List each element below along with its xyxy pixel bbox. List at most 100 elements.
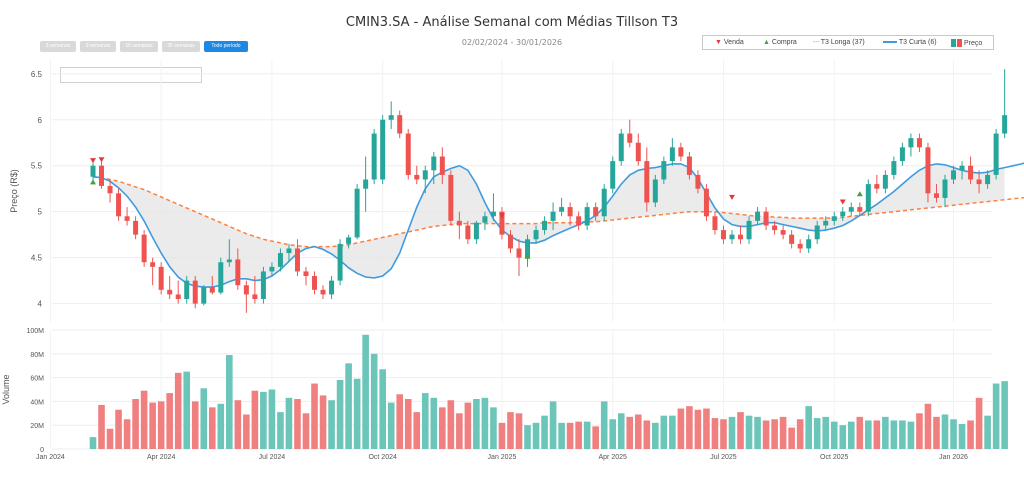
legend-item-buy[interactable]: ▲ Compra (763, 39, 797, 46)
volume-bar (652, 422, 659, 449)
volume-tick-label: 80M (30, 352, 44, 359)
volume-bar (387, 402, 395, 449)
candle-body (610, 161, 616, 189)
candle-body (422, 170, 428, 180)
volume-bar (123, 419, 131, 449)
candle-body (806, 239, 812, 249)
volume-bar (796, 419, 804, 449)
axes: 4 4.5 5 5.5 6 6.5 0 20M 40M 60M 80M 100M Jan 2024 Apr… (1, 70, 968, 461)
candle-body (397, 115, 403, 134)
volume-bar (302, 413, 310, 449)
candle-body (354, 188, 360, 238)
range-button-9-weeks[interactable]: 9 semanas (80, 41, 116, 52)
candle-body (772, 225, 778, 231)
volume-bar (847, 421, 855, 449)
legend-item-sell[interactable]: ▼ Venda (715, 39, 744, 46)
x-tick-label: Jan 2024 (36, 454, 65, 461)
candle-body (942, 179, 948, 198)
volume-bar (149, 402, 156, 449)
volume-bar (830, 421, 838, 449)
volume-tick-label: 0 (40, 447, 44, 454)
candle-body (337, 243, 343, 281)
buy-signal-marker (856, 191, 863, 197)
price-tick-label: 5.5 (31, 162, 43, 171)
volume-bar (294, 399, 301, 449)
candle-body (993, 133, 999, 175)
candle-body (925, 147, 931, 194)
legend-item-t3-long[interactable]: - - - T3 Longa (37) (813, 39, 865, 46)
range-button-all[interactable]: Todo período (204, 41, 248, 52)
sell-signal-marker (90, 158, 96, 164)
volume-bar (251, 390, 259, 449)
candle-body (635, 142, 641, 162)
volume-bar (609, 419, 617, 449)
volume-bar (447, 400, 455, 449)
signals (90, 157, 863, 259)
volume-bar (805, 406, 812, 449)
legend-item-price[interactable]: Preço (951, 39, 982, 47)
volume-axis-title: Volume (1, 374, 11, 404)
triangle-down-icon: ▼ (715, 39, 722, 46)
candle-body (175, 294, 181, 300)
candle-body (720, 230, 726, 240)
volume-bar (583, 421, 591, 449)
volume-bar (524, 425, 531, 449)
volume-bar (558, 422, 565, 449)
candle-body (567, 207, 573, 217)
volume-bar (575, 421, 582, 449)
volume-bar (711, 418, 719, 449)
volume-bar (813, 418, 821, 449)
candle-body (857, 207, 863, 212)
volume-bar (157, 401, 165, 449)
dash-line-icon: - - - (813, 39, 820, 46)
candle-body (277, 253, 283, 267)
price-tick-label: 6 (38, 116, 43, 125)
candle-body (133, 220, 139, 235)
price-axis-title: Preço (R$) (9, 169, 19, 213)
range-button-3-weeks[interactable]: 3 semanas (40, 41, 76, 52)
volume-bar (490, 407, 497, 449)
candle-body (959, 165, 965, 171)
volume-bar (464, 402, 472, 449)
volume-bar (660, 415, 668, 449)
x-tick-label: Jan 2025 (488, 454, 517, 461)
candle-body (303, 271, 309, 277)
candle-body (1002, 115, 1008, 134)
volume-bar (115, 409, 122, 449)
candles (90, 69, 1008, 313)
candle-body (533, 230, 539, 240)
candle-body (576, 216, 582, 226)
candle-body (695, 174, 701, 189)
range-button-15-weeks[interactable]: 15 semanas (120, 41, 158, 52)
volume-bar (328, 400, 335, 449)
range-button-35-weeks[interactable]: 35 semanas (162, 41, 200, 52)
candle-body (99, 165, 105, 186)
volume-bar (481, 397, 489, 449)
candle-body (550, 211, 556, 221)
volume-bar (285, 397, 293, 449)
volume-bar (703, 408, 710, 449)
volume-bar (984, 415, 991, 449)
volume-bar (89, 437, 97, 449)
chart-search-box[interactable] (60, 67, 202, 83)
volume-bar (873, 420, 881, 449)
candle-body (729, 234, 735, 240)
volume-bar (268, 389, 276, 449)
volume-bar (566, 422, 574, 449)
candle-body (601, 188, 607, 217)
sell-signal-marker (729, 194, 735, 200)
volume-tick-label: 40M (30, 399, 44, 406)
legend-item-t3-short[interactable]: T3 Curta (6) (883, 39, 937, 46)
volume-bar (473, 399, 480, 449)
volume-bar (132, 399, 139, 449)
candle-body (525, 239, 531, 258)
candle-body (243, 285, 249, 295)
volume-tick-label: 100M (26, 328, 44, 335)
volume-bar (967, 420, 974, 449)
candle-body (269, 266, 275, 272)
volume-bar (421, 393, 429, 449)
candle-body (584, 207, 590, 226)
volume-bar (200, 388, 208, 449)
volume-tick-label: 20M (30, 423, 44, 430)
